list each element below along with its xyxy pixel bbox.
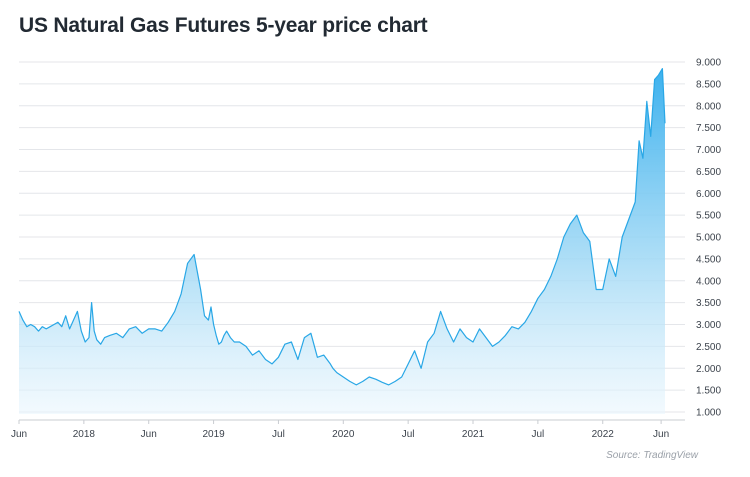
gridlines (19, 61, 685, 413)
y-tick-label: 6.000 (696, 189, 721, 200)
y-tick-label: 8.000 (696, 101, 721, 112)
y-tick-label: 8.500 (696, 79, 721, 90)
y-tick-label: 1.000 (696, 408, 721, 419)
y-tick-label: 7.500 (696, 123, 721, 134)
y-tick-label: 2.000 (696, 364, 721, 375)
y-tick-label: 3.500 (696, 298, 721, 309)
x-tick-label: Jul (531, 429, 544, 440)
y-tick-label: 1.500 (696, 386, 721, 397)
y-tick-label: 7.000 (696, 145, 721, 156)
x-tick-label: 2021 (462, 429, 485, 440)
x-tick-label: 2020 (332, 429, 355, 440)
y-tick-label: 4.000 (696, 276, 721, 287)
chart-title: US Natural Gas Futures 5-year price char… (19, 14, 428, 37)
x-tick-label: 2019 (202, 429, 225, 440)
x-tick-label: Jul (272, 429, 285, 440)
y-tick-label: 4.500 (696, 254, 721, 265)
source-note: Source: TradingView (606, 450, 698, 461)
y-tick-label: 9.000 (696, 58, 721, 69)
y-tick-label: 5.000 (696, 233, 721, 244)
x-tick-label: Jul (402, 429, 415, 440)
price-area (18, 68, 666, 414)
x-tick-label: 2018 (73, 429, 96, 440)
x-axis: Jun 2018 Jun 2019 Jul 2020 Jul 2021 Jul 2022 Jun (11, 419, 685, 440)
y-tick-label: 2.500 (696, 342, 721, 353)
y-axis: 1.000 1.500 2.000 2.500 3.000 3.500 4.000 4.500… (696, 58, 721, 419)
x-tick-label: Jun (141, 429, 157, 440)
y-tick-label: 6.500 (696, 167, 721, 178)
y-tick-label: 3.000 (696, 320, 721, 331)
price-line (18, 68, 666, 386)
x-tick-label: 2022 (592, 429, 615, 440)
price-area-fill (19, 68, 665, 414)
x-tick-label: Jun (653, 429, 669, 440)
x-tick-label: Jun (11, 429, 27, 440)
y-tick-label: 5.500 (696, 211, 721, 222)
